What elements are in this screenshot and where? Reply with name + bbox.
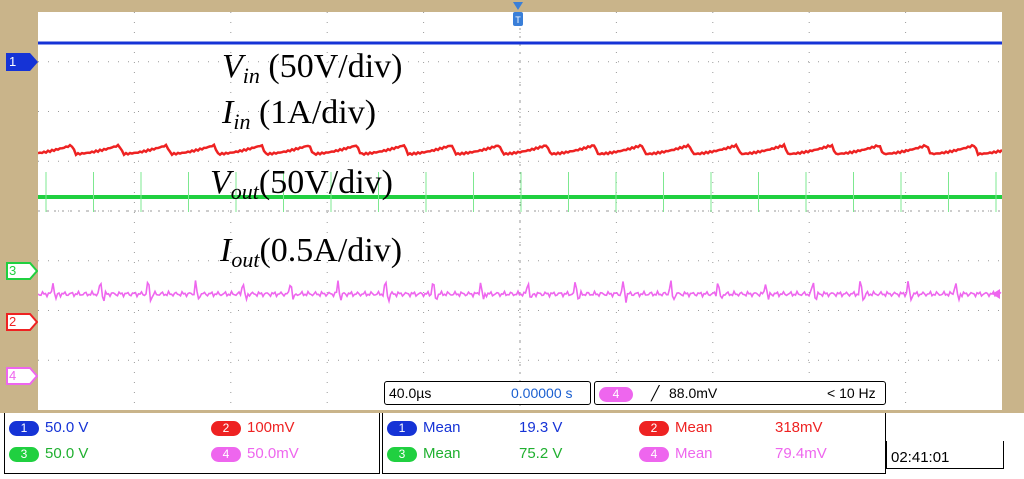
- rising-edge-icon: ╱: [651, 385, 660, 401]
- ch2-scale-row[interactable]: 2 100mV: [211, 419, 295, 436]
- ch4-ground-marker[interactable]: 4: [6, 367, 38, 385]
- ch2-scale: 100mV: [247, 419, 295, 436]
- ch1-chip: 1: [9, 420, 39, 436]
- ch2-marker-label: 2: [9, 314, 17, 329]
- ch4-mean-row[interactable]: 4 Mean: [639, 445, 713, 462]
- waveform-area: [38, 12, 1002, 410]
- svg-text:T: T: [515, 15, 521, 25]
- delay-value: 0.00000 s: [511, 385, 573, 401]
- ch3-chip: 3: [9, 446, 39, 462]
- ch3-mean-value: 75.2 V: [519, 445, 563, 462]
- ch1-marker-label: 1: [9, 54, 17, 69]
- ch3-mean-chip: 3: [387, 446, 417, 462]
- ch1-mean-value: 19.3 V: [519, 419, 563, 436]
- ch2-chip: 2: [211, 420, 241, 436]
- ch4-waveform: [38, 280, 1002, 305]
- ch4-marker-label: 4: [9, 368, 17, 383]
- ch1-scale-row[interactable]: 1 50.0 V: [9, 419, 88, 436]
- vout-sub: out: [230, 179, 259, 204]
- iout-sub: out: [231, 247, 260, 272]
- timebase-bar: 40.0µs 0.00000 s 4 ╱ 88.0mV < 10 Hz: [384, 381, 886, 405]
- ch3-ground-marker[interactable]: 3: [6, 262, 38, 280]
- ch4-scale-row[interactable]: 4 50.0mV: [211, 445, 299, 462]
- trigger-box[interactable]: 4 ╱ 88.0mV < 10 Hz: [594, 381, 886, 405]
- vin-label: Vin (50V/div): [222, 50, 403, 87]
- ch1-mean-row[interactable]: 1 Mean: [387, 419, 461, 436]
- ch2-ground-marker[interactable]: 2: [6, 313, 38, 331]
- timebase-box[interactable]: 40.0µs 0.00000 s: [384, 381, 591, 405]
- vout-var: V: [210, 164, 231, 201]
- ch4-offscreen-arrow-icon: [992, 289, 1000, 299]
- iout-scale: (0.5A/div): [259, 232, 403, 269]
- ch2-waveform: [38, 142, 1002, 157]
- ch2-mean-value: 318mV: [775, 419, 823, 436]
- iout-label: Iout(0.5A/div): [220, 234, 402, 271]
- clock-display: 02:41:01: [886, 441, 1004, 469]
- vout-scale: (50V/div): [258, 164, 393, 201]
- timebase-value: 40.0µs: [389, 385, 432, 401]
- iout-var: I: [220, 232, 232, 269]
- ch4-mean-value: 79.4mV: [775, 445, 827, 462]
- ch4-chip: 4: [211, 446, 241, 462]
- measurement-area: 1 50.0 V 2 100mV 3 50.0 V 4 50.0mV 1 Mean 19.…: [0, 413, 1024, 479]
- trigger-frequency: < 10 Hz: [827, 385, 876, 401]
- ch1-mean-chip: 1: [387, 420, 417, 436]
- trigger-channel-chip: 4: [599, 386, 633, 402]
- vout-label: Vout(50V/div): [210, 166, 393, 203]
- ch3-scale: 50.0 V: [45, 445, 89, 462]
- ch1-scale: 50.0 V: [45, 419, 89, 436]
- ch1-ground-marker[interactable]: 1: [6, 53, 38, 71]
- iin-scale: (1A/div): [250, 94, 377, 131]
- ch2-mean-label: Mean: [675, 419, 713, 436]
- ch2-mean-row[interactable]: 2 Mean: [639, 419, 713, 436]
- ch4-scale: 50.0mV: [247, 445, 299, 462]
- ch3-marker-label: 3: [9, 263, 17, 278]
- trigger-level: 88.0mV: [669, 385, 718, 401]
- ch3-mean-row[interactable]: 3 Mean: [387, 445, 461, 462]
- trigger-position-icon[interactable]: T: [511, 2, 525, 32]
- ch3-scale-row[interactable]: 3 50.0 V: [9, 445, 88, 462]
- vin-scale: (50V/div): [259, 48, 403, 85]
- channel-scale-panel: 1 50.0 V 2 100mV 3 50.0 V 4 50.0mV: [4, 413, 380, 474]
- vin-var: V: [222, 48, 243, 85]
- iin-sub: in: [233, 109, 251, 134]
- iin-label: Iin (1A/div): [222, 96, 376, 133]
- ch3-mean-label: Mean: [423, 445, 461, 462]
- iin-var: I: [222, 94, 234, 131]
- ch1-mean-label: Mean: [423, 419, 461, 436]
- ch4-mean-chip: 4: [639, 446, 669, 462]
- vin-sub: in: [242, 63, 260, 88]
- ch4-mean-label: Mean: [675, 445, 713, 462]
- ch2-mean-chip: 2: [639, 420, 669, 436]
